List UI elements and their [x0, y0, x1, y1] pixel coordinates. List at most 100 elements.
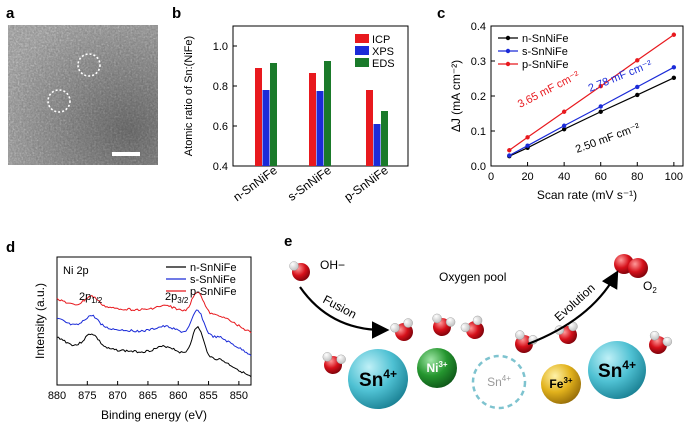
- y-tick-label: 0.4: [213, 161, 228, 173]
- hydrogen-atom: [460, 322, 471, 333]
- data-point: [671, 65, 677, 70]
- y-tick-label: 0.8: [213, 81, 228, 93]
- data-point: [598, 84, 603, 89]
- water-molecules: [289, 254, 673, 374]
- spectrum-s-snnife: [56, 309, 252, 357]
- evolution-arrow: [527, 270, 619, 346]
- panel-label-c: c: [437, 5, 445, 22]
- hydrogen-atom: [390, 323, 400, 333]
- y-tick-label: 0.4: [471, 21, 486, 33]
- x-tick-label: 855: [199, 390, 217, 402]
- series-line-p-snnife: [508, 34, 675, 151]
- y-tick-label: 0.2: [471, 91, 486, 103]
- legend-label: s-SnNiFe: [190, 274, 236, 286]
- oxygen-pool-label: Oxygen pool: [439, 270, 506, 284]
- panel-label-d: d: [6, 239, 15, 256]
- series-line-n-snnife: [509, 77, 675, 157]
- data-point: [561, 123, 567, 128]
- y-axis: 0.4 0.6 0.8 1.0: [213, 41, 237, 173]
- hydrogen-atom: [289, 261, 299, 271]
- data-point: [525, 143, 530, 148]
- spectrum-n-snnife: [57, 325, 252, 378]
- oxygen-atom: [628, 258, 648, 278]
- plot-frame: [56, 256, 252, 386]
- legend-label: n-SnNiFe: [522, 33, 568, 45]
- series: [507, 32, 677, 159]
- hydrogen-atom: [445, 317, 456, 327]
- x-tick-label: 80: [631, 171, 643, 183]
- legend-label: p-SnNiFe: [190, 286, 236, 298]
- tem-shading: [8, 25, 158, 165]
- hydrogen-atom: [403, 318, 413, 328]
- y-tick-label: 0.6: [213, 121, 228, 133]
- x-tick-label: 20: [521, 171, 533, 183]
- y-tick-label: 1.0: [213, 41, 228, 53]
- oxygen-atom: [466, 321, 484, 339]
- panel-label-b: b: [172, 5, 181, 22]
- x-tick-label: 0: [488, 171, 494, 183]
- x-axis-label: Scan rate (mV s⁻¹): [537, 188, 637, 202]
- legend-label: n-SnNiFe: [190, 262, 236, 274]
- y-axis-label: ΔJ (mA cm⁻²): [449, 60, 463, 132]
- legend-label: XPS: [372, 46, 394, 58]
- sn-ion-right-label: Sn4+: [598, 358, 636, 382]
- o2-molecule: [614, 254, 648, 278]
- hydrogen-atom: [515, 330, 525, 340]
- fe-ion: [541, 364, 581, 404]
- bar-eds-n-snnife: [270, 63, 277, 166]
- hydrogen-atom: [336, 354, 346, 365]
- bar-xps-p-snnife: [373, 124, 381, 166]
- data-point: [635, 58, 640, 63]
- water-molecule: [649, 330, 673, 354]
- o2-label: O2: [643, 279, 657, 295]
- water-molecule: [432, 313, 456, 336]
- bar-xps-n-snnife: [262, 90, 270, 166]
- data-point: [671, 32, 677, 37]
- water-molecule: [390, 318, 413, 341]
- legend-label: s-SnNiFe: [522, 46, 568, 58]
- evolution-label: Evolution: [552, 281, 598, 324]
- y-tick-label: 0.3: [471, 56, 486, 68]
- legend-label: ICP: [372, 34, 390, 46]
- sn-vacancy: [471, 354, 527, 410]
- ni-ion-label: Ni3+: [426, 360, 447, 375]
- data-point: [671, 75, 677, 81]
- data-point: [561, 109, 567, 114]
- data-point: [635, 84, 640, 90]
- sn-vacancy-label: Sn4+: [487, 374, 511, 389]
- data-point: [525, 135, 530, 140]
- legend-swatch: [355, 58, 369, 67]
- water-molecule: [322, 352, 346, 374]
- legend-swatch: [355, 34, 369, 43]
- legend-label: EDS: [372, 58, 395, 70]
- x-tick-label: 850: [230, 390, 248, 402]
- legend-marker: [505, 35, 511, 41]
- y-tick-label: 0.0: [471, 161, 486, 173]
- x-axis-label: Binding energy (eV): [101, 408, 207, 422]
- oxygen-atom: [649, 336, 667, 354]
- hydrogen-atom: [432, 313, 442, 324]
- y-axis-label: Intensity (a.u.): [33, 283, 47, 359]
- x-tick-label: 860: [169, 390, 187, 402]
- legend-marker: [505, 48, 511, 54]
- hydroxide-ion: [289, 261, 310, 281]
- sn-ion-left: [348, 349, 408, 409]
- bar-icp-p-snnife: [366, 90, 373, 166]
- panel-label-a: a: [6, 5, 15, 22]
- ni-ion: [417, 348, 457, 388]
- data-point: [635, 92, 640, 98]
- axes: 880 875 870 865 860 855 850: [48, 381, 248, 402]
- data-point: [598, 109, 603, 114]
- water-molecule: [460, 315, 484, 339]
- bar-eds-p-snnife: [381, 111, 388, 166]
- x-tick-label: 865: [139, 390, 157, 402]
- data-point: [561, 127, 567, 132]
- series-line-s-snnife: [509, 66, 675, 157]
- hydroxide-label: OH−: [320, 258, 345, 272]
- hydrogen-atom: [322, 352, 333, 362]
